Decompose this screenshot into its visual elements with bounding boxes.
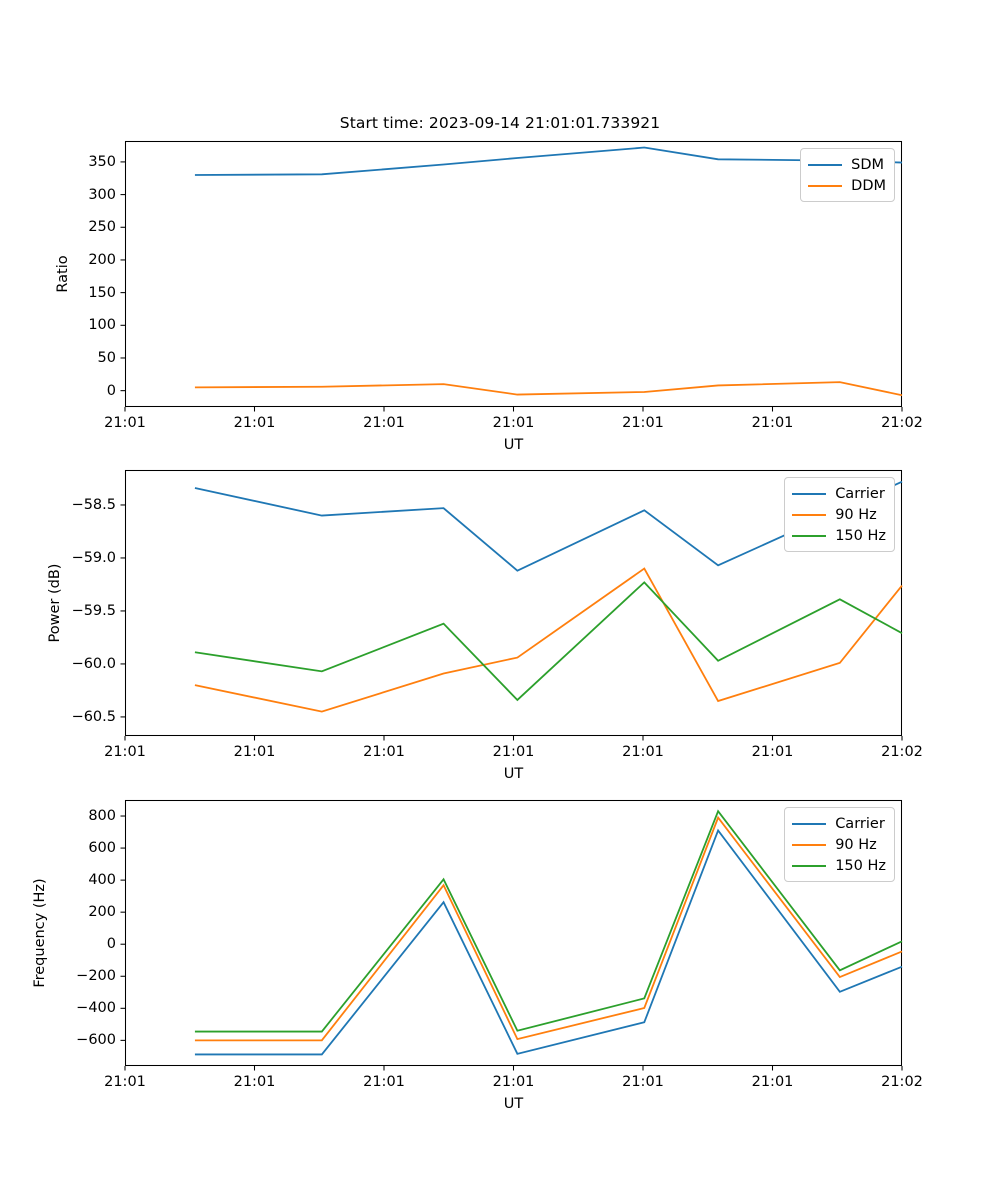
y-axis-label: Power (dB) — [47, 563, 63, 643]
x-tick-label: 21:01 — [751, 1074, 794, 1090]
x-tick-label: 21:01 — [363, 415, 405, 431]
x-tick-label: 21:01 — [751, 415, 794, 431]
y-tick-label: −400 — [76, 1000, 116, 1017]
y-tick-label: −58.5 — [71, 496, 116, 513]
y-tick-label: 50 — [97, 349, 116, 366]
legend-item[interactable]: SDM — [808, 154, 886, 175]
legend-item[interactable]: 150 Hz — [792, 855, 886, 876]
y-tick-label: −59.5 — [71, 602, 116, 619]
legend-label: 150 Hz — [835, 527, 886, 544]
x-tick-label: 21:01 — [622, 744, 664, 760]
line-150-hz — [194, 809, 903, 1033]
x-tick-label: 21:02 — [881, 744, 923, 760]
legend-swatch-icon — [792, 513, 827, 516]
axes-spines — [124, 799, 903, 1067]
x-tick-label: 21:01 — [492, 1074, 535, 1090]
x-tick-label: 21:01 — [104, 1074, 146, 1090]
y-tick-label: −60.0 — [71, 655, 116, 672]
legend-item[interactable]: Carrier — [792, 813, 886, 834]
x-tick-label: 21:01 — [363, 744, 405, 760]
line-90-hz — [194, 815, 903, 1042]
line-sdm — [194, 146, 903, 176]
legend-panel-frequency: Carrier 90 Hz 150 Hz — [784, 807, 895, 882]
axes-spines — [124, 469, 903, 737]
y-tick-label: 250 — [88, 219, 116, 236]
y-tick-label: 600 — [88, 840, 116, 857]
legend-label: 150 Hz — [835, 857, 886, 874]
subplot-frequency: 21:01 21:01 21:01 21:01 21:01 21:01 21:02 800 60… — [32, 799, 923, 1112]
y-tick-label: 200 — [88, 251, 116, 268]
x-tick-label: 21:01 — [233, 415, 276, 431]
legend-label: DDM — [851, 177, 886, 194]
plot-area-panel-power — [120, 469, 903, 741]
x-tick-label: 21:01 — [363, 1074, 405, 1090]
y-tick-label: 800 — [88, 808, 116, 825]
x-tick-label: 21:01 — [622, 1074, 664, 1090]
x-tick-label: 21:02 — [881, 1074, 923, 1090]
legend-item[interactable]: 150 Hz — [792, 525, 886, 546]
y-tick-label: 200 — [88, 904, 116, 921]
x-tick-label: 21:01 — [104, 744, 146, 760]
legend-panel-ratio: SDM DDM — [800, 148, 895, 202]
y-tick-label: 400 — [88, 872, 116, 889]
x-axis-label: UT — [503, 766, 524, 782]
legend-swatch-icon — [792, 822, 827, 825]
subplot-ratio: 21:01 21:01 21:01 21:01 21:01 21:01 21:02 0 50 10… — [55, 140, 923, 453]
y-tick-label: −60.5 — [71, 708, 116, 725]
x-tick-label: 21:01 — [751, 744, 794, 760]
legend-label: 90 Hz — [835, 506, 877, 523]
y-tick-label: 300 — [88, 186, 116, 203]
line-ddm — [194, 381, 903, 397]
y-tick-label: −59.0 — [71, 549, 116, 566]
legend-panel-power: Carrier 90 Hz 150 Hz — [784, 477, 895, 552]
legend-swatch-icon — [792, 534, 827, 537]
legend-swatch-icon — [808, 163, 843, 166]
line-carrier — [194, 828, 903, 1056]
y-axis-label: Ratio — [55, 255, 71, 293]
legend-item[interactable]: 90 Hz — [792, 834, 886, 855]
plot-area-panel-ratio — [120, 140, 903, 412]
x-tick-label: 21:02 — [881, 415, 923, 431]
y-tick-label: 0 — [106, 382, 116, 399]
axes-spines — [124, 140, 903, 408]
y-tick-label: 350 — [88, 153, 116, 170]
legend-item[interactable]: DDM — [808, 175, 886, 196]
legend-swatch-icon — [808, 184, 843, 187]
line-150-hz — [194, 581, 903, 702]
legend-label: Carrier — [835, 815, 885, 832]
x-tick-label: 21:01 — [492, 744, 535, 760]
x-axis-label: UT — [503, 437, 524, 453]
line-90-hz — [194, 567, 903, 713]
y-tick-label: −200 — [76, 968, 116, 985]
x-tick-label: 21:01 — [622, 415, 664, 431]
figure-title: Start time: 2023-09-14 21:01:01.733921 — [339, 114, 661, 132]
legend-label: 90 Hz — [835, 836, 877, 853]
x-tick-label: 21:01 — [104, 415, 146, 431]
plot-area-panel-frequency — [120, 799, 903, 1071]
x-tick-label: 21:01 — [233, 744, 276, 760]
legend-swatch-icon — [792, 492, 827, 495]
legend-label: Carrier — [835, 485, 885, 502]
x-tick-label: 21:01 — [492, 415, 535, 431]
y-tick-label: 100 — [88, 317, 116, 334]
legend-swatch-icon — [792, 843, 827, 846]
x-axis-label: UT — [503, 1096, 524, 1112]
legend-label: SDM — [851, 156, 885, 173]
y-tick-label: 150 — [88, 284, 116, 301]
x-tick-label: 21:01 — [233, 1074, 276, 1090]
y-axis-label: Frequency (Hz) — [32, 878, 48, 988]
y-tick-label: −600 — [76, 1032, 116, 1049]
y-tick-label: 0 — [106, 936, 116, 953]
legend-swatch-icon — [792, 864, 827, 867]
legend-item[interactable]: 90 Hz — [792, 504, 886, 525]
legend-item[interactable]: Carrier — [792, 483, 886, 504]
subplot-power: 21:01 21:01 21:01 21:01 21:01 21:01 21:02 −58.5… — [47, 469, 923, 782]
